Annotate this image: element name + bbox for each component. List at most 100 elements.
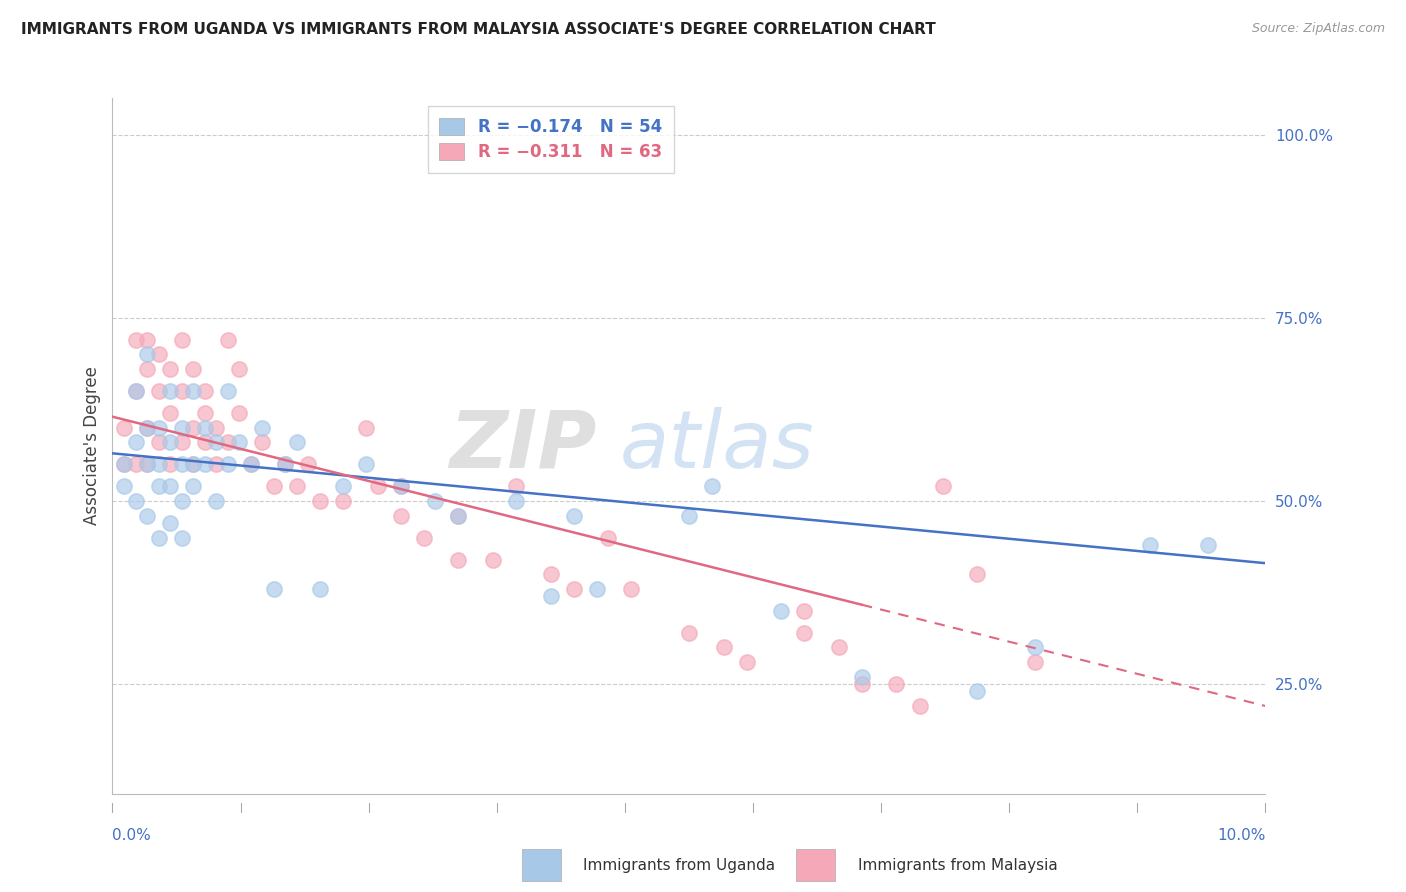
Point — [170, 494, 193, 508]
Point — [136, 508, 159, 523]
Point — [598, 531, 620, 545]
Point — [194, 406, 217, 420]
Point — [148, 384, 170, 398]
Point — [181, 362, 204, 376]
Y-axis label: Associate's Degree: Associate's Degree — [83, 367, 101, 525]
Point — [205, 435, 228, 450]
Point — [136, 347, 159, 361]
Point — [678, 508, 700, 523]
Point — [252, 420, 274, 434]
Point — [239, 458, 262, 472]
Point — [735, 655, 758, 669]
Point — [1024, 655, 1046, 669]
Point — [252, 435, 274, 450]
Point — [540, 589, 562, 603]
Point — [793, 604, 815, 618]
Point — [136, 362, 159, 376]
Point — [447, 508, 470, 523]
Point — [124, 494, 146, 508]
Point — [332, 479, 354, 493]
Point — [389, 479, 412, 493]
Point — [159, 479, 181, 493]
Point — [367, 479, 389, 493]
Point — [700, 479, 723, 493]
Point — [285, 479, 308, 493]
Point — [148, 531, 170, 545]
Point — [217, 458, 239, 472]
Point — [194, 435, 217, 450]
Point — [505, 479, 527, 493]
Legend: R = −0.174   N = 54, R = −0.311   N = 63: R = −0.174 N = 54, R = −0.311 N = 63 — [427, 106, 673, 173]
Point — [931, 479, 953, 493]
Point — [585, 582, 607, 596]
Point — [770, 604, 793, 618]
Point — [354, 420, 377, 434]
Point — [309, 494, 332, 508]
Point — [505, 494, 527, 508]
Point — [886, 677, 908, 691]
Point — [228, 435, 250, 450]
Point — [194, 384, 217, 398]
Point — [1024, 640, 1046, 655]
Point — [354, 458, 377, 472]
Point — [309, 582, 332, 596]
Point — [181, 458, 204, 472]
Text: Source: ZipAtlas.com: Source: ZipAtlas.com — [1251, 22, 1385, 36]
Point — [793, 625, 815, 640]
Point — [170, 531, 193, 545]
Text: ZIP: ZIP — [450, 407, 596, 485]
Point — [136, 420, 159, 434]
Point — [205, 420, 228, 434]
Point — [263, 479, 285, 493]
Point — [217, 435, 239, 450]
Point — [297, 458, 319, 472]
Point — [181, 384, 204, 398]
Point — [159, 516, 181, 530]
Point — [148, 458, 170, 472]
Point — [124, 384, 146, 398]
Point — [285, 435, 308, 450]
Point — [194, 458, 217, 472]
Point — [713, 640, 735, 655]
Point — [228, 362, 250, 376]
Point — [620, 582, 643, 596]
Point — [159, 458, 181, 472]
Point — [159, 362, 181, 376]
Point — [170, 435, 193, 450]
Text: atlas: atlas — [620, 407, 814, 485]
Point — [159, 435, 181, 450]
Point — [136, 458, 159, 472]
Point — [447, 508, 470, 523]
Text: 0.0%: 0.0% — [112, 829, 152, 843]
Point — [217, 333, 239, 347]
Point — [170, 333, 193, 347]
Point — [482, 552, 505, 566]
Point — [263, 582, 285, 596]
Point — [851, 670, 873, 684]
Point — [332, 494, 354, 508]
Point — [181, 420, 204, 434]
Point — [159, 384, 181, 398]
Point — [205, 458, 228, 472]
Point — [136, 333, 159, 347]
Text: 10.0%: 10.0% — [1218, 829, 1265, 843]
Point — [112, 479, 135, 493]
Point — [148, 479, 170, 493]
Point — [412, 531, 434, 545]
Point — [966, 567, 988, 582]
Point — [181, 479, 204, 493]
Point — [562, 508, 585, 523]
Point — [239, 458, 262, 472]
Text: IMMIGRANTS FROM UGANDA VS IMMIGRANTS FROM MALAYSIA ASSOCIATE'S DEGREE CORRELATIO: IMMIGRANTS FROM UGANDA VS IMMIGRANTS FRO… — [21, 22, 936, 37]
Point — [136, 458, 159, 472]
Point — [112, 458, 135, 472]
Text: Immigrants from Malaysia: Immigrants from Malaysia — [858, 858, 1057, 872]
Point — [112, 458, 135, 472]
Point — [205, 494, 228, 508]
Point — [540, 567, 562, 582]
Point — [678, 625, 700, 640]
Point — [1139, 538, 1161, 552]
Point — [562, 582, 585, 596]
Point — [136, 420, 159, 434]
Point — [170, 384, 193, 398]
